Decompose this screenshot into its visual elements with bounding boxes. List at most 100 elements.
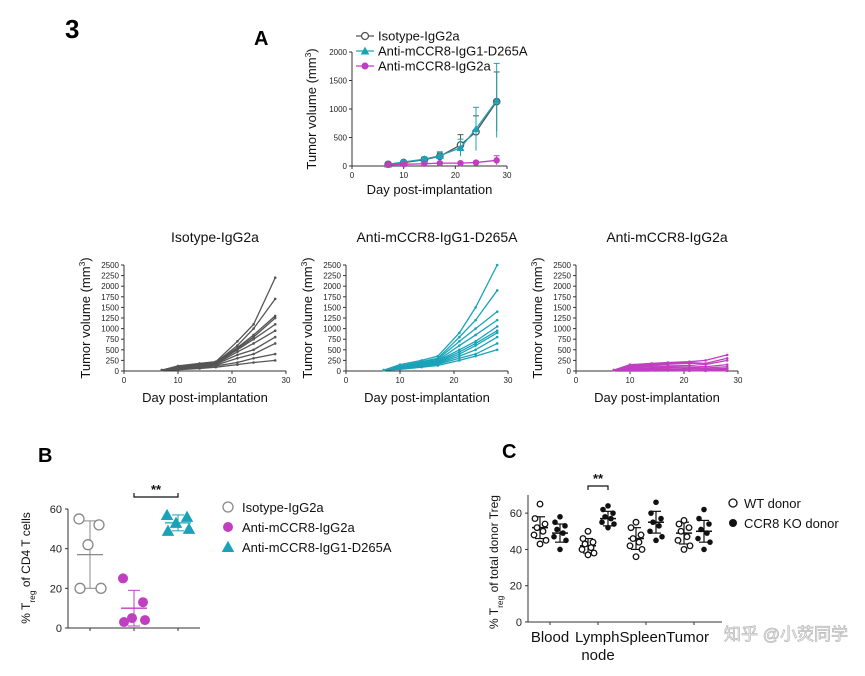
data-point — [638, 532, 644, 538]
panel-label-b: B — [38, 445, 52, 467]
data-point — [400, 161, 406, 167]
y-tick-label: 1500 — [323, 303, 341, 312]
mouse-point — [474, 319, 477, 322]
data-point — [653, 499, 659, 505]
data-point — [676, 521, 682, 527]
x-tick-label: 30 — [503, 171, 512, 180]
data-point — [563, 538, 569, 544]
y-tick-label: 0 — [516, 617, 522, 629]
x-tick-label: 0 — [574, 376, 579, 385]
mouse-point — [198, 367, 201, 370]
y-tick-label: 2500 — [323, 261, 341, 270]
data-point — [628, 525, 634, 531]
mouse-point — [704, 359, 707, 362]
mouse-point — [274, 353, 277, 356]
data-point — [656, 523, 662, 529]
category-label-node: node — [581, 647, 614, 664]
mouse-point — [474, 306, 477, 309]
x-tick-label: 30 — [734, 376, 743, 385]
panel-title: Anti-mCCR8-IgG1-D265A — [356, 229, 518, 245]
data-point — [590, 539, 596, 545]
data-point — [591, 550, 597, 556]
data-point — [582, 541, 588, 547]
data-point — [557, 547, 563, 553]
data-point — [687, 543, 693, 549]
mouse-point — [474, 355, 477, 358]
y-tick-label: 40 — [50, 544, 62, 556]
data-point — [437, 160, 443, 166]
data-point — [647, 528, 653, 534]
data-point — [681, 547, 687, 553]
mouse-point — [704, 369, 707, 372]
data-point — [580, 536, 586, 542]
y-tick-label: 500 — [328, 346, 342, 355]
mouse-point — [726, 369, 729, 372]
data-point — [648, 510, 654, 516]
y-tick-label: 1750 — [323, 293, 341, 302]
mouse-point — [496, 342, 499, 345]
mouse-point — [629, 369, 632, 372]
data-point — [707, 539, 713, 545]
x-axis-title: Day post-implantation — [367, 182, 493, 197]
mouse-point — [236, 363, 239, 366]
x-tick-label: 10 — [174, 376, 183, 385]
data-point — [540, 528, 546, 534]
data-point — [119, 617, 129, 627]
data-point — [678, 528, 684, 534]
x-tick-label: 20 — [450, 376, 459, 385]
x-tick-label: 0 — [344, 376, 349, 385]
mouse-point — [458, 332, 461, 335]
mouse-point — [474, 349, 477, 352]
mouse-point — [496, 289, 499, 292]
data-point — [552, 519, 558, 525]
series-anti-mccr8-igg2a: Anti-mCCR8-IgG2a — [356, 59, 500, 169]
mouse-point — [252, 353, 255, 356]
legend-marker — [223, 502, 233, 512]
x-tick-label: 20 — [680, 376, 689, 385]
y-tick-label: 2500 — [101, 261, 119, 270]
legend-marker — [729, 519, 737, 527]
data-point — [659, 534, 665, 540]
mouse-point — [252, 327, 255, 330]
data-point — [83, 540, 93, 550]
data-point — [473, 159, 479, 165]
data-point — [653, 538, 659, 544]
mouse-point — [474, 344, 477, 347]
legend-marker — [362, 63, 369, 70]
data-point — [633, 554, 639, 560]
x-tick-label: 30 — [504, 376, 513, 385]
mouse-point — [177, 368, 180, 371]
data-point — [608, 516, 614, 522]
data-point — [75, 583, 85, 593]
data-point — [543, 538, 549, 544]
legend-marker — [362, 33, 369, 40]
mouse-point — [399, 368, 402, 371]
panel-label-a: A — [254, 28, 268, 50]
legend-marker — [222, 541, 235, 552]
x-axis-title: Day post-implantation — [142, 390, 268, 405]
data-point — [633, 519, 639, 525]
y-tick-label: 1750 — [101, 293, 119, 302]
data-point — [560, 530, 566, 536]
mouse-point — [252, 357, 255, 360]
y-tick-label: 0 — [337, 367, 342, 376]
mouse-point — [215, 366, 218, 369]
data-point — [675, 538, 681, 544]
series-line — [388, 100, 497, 164]
y-tick-label: 0 — [567, 367, 572, 376]
legend-label: Anti-mCCR8-IgG1-D265A — [242, 540, 392, 555]
data-point — [695, 536, 701, 542]
mouse-point — [496, 332, 499, 335]
data-point — [118, 573, 128, 583]
data-point — [181, 511, 194, 522]
data-point — [161, 509, 174, 520]
legend-label: Isotype-IgG2a — [242, 500, 324, 515]
y-tick-label: 60 — [50, 504, 62, 516]
mouse-point — [458, 359, 461, 362]
mouse-point — [650, 369, 653, 372]
data-point — [585, 528, 591, 534]
